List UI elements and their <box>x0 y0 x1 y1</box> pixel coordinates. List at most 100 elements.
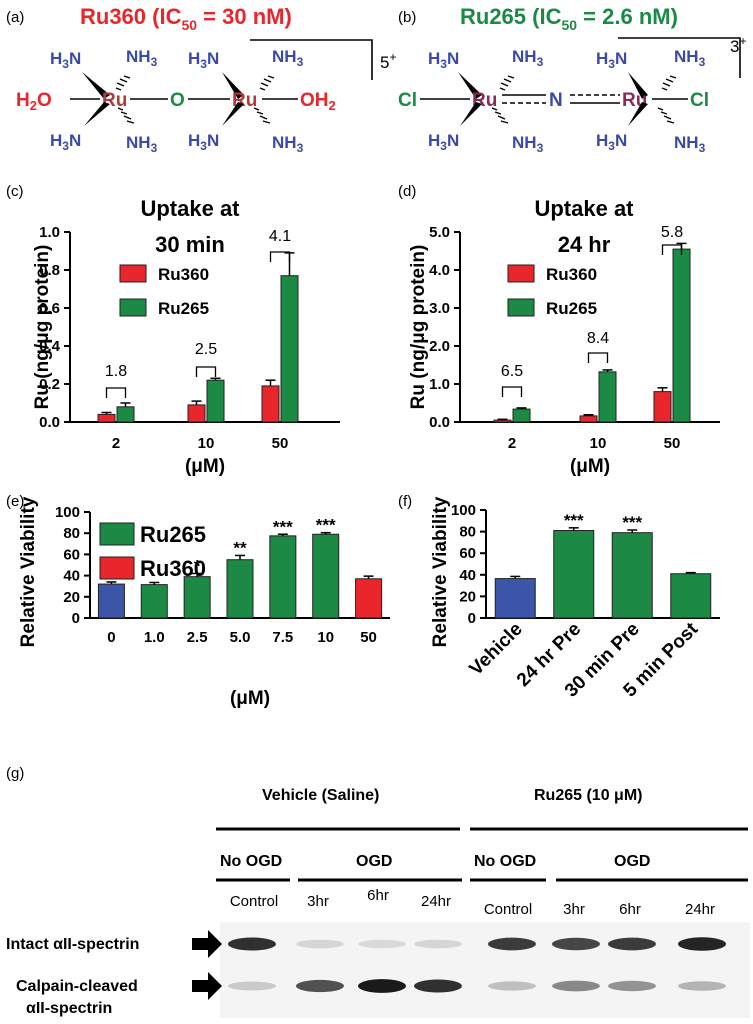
legend-label: Ru265 <box>140 522 206 547</box>
legend-swatch <box>507 298 535 317</box>
panel-b-title: Ru265 (IC50 = 2.6 nM) <box>460 4 678 33</box>
bar <box>672 248 691 423</box>
y-tick-label: 3.0 <box>429 300 450 317</box>
panel-label: (f) <box>398 493 412 510</box>
bar <box>226 559 254 619</box>
x-axis-label: (μM) <box>185 456 225 477</box>
bar <box>355 578 383 619</box>
panel-b: (b) Ru265 (IC50 = 2.6 nM) 3+ H3N NH3 Cl … <box>398 4 746 155</box>
svg-text:NH3: NH3 <box>272 133 304 155</box>
gel-lane-labels: Control 3hr 6hr 24hr Control 3hr 6hr 24hr <box>230 887 715 918</box>
x-tick-label: 2 <box>508 435 516 452</box>
panel-b-cl-right: Cl <box>690 90 709 111</box>
band-cleaved <box>552 980 600 992</box>
panel-label: (e) <box>6 493 24 510</box>
svg-text:NH3: NH3 <box>272 47 304 69</box>
chart-title: 30 min <box>155 232 225 257</box>
panel-b-cl-left: Cl <box>398 90 417 111</box>
ratio-bracket <box>269 251 291 262</box>
lane-label: Control <box>230 893 278 910</box>
legend-swatch <box>119 264 147 283</box>
panel-g: (g) Vehicle (Saline) Ru265 (10 μM) No OG… <box>6 765 750 1018</box>
band-intact <box>358 939 406 949</box>
y-tick-label: 0.8 <box>39 262 60 279</box>
band-cleaved <box>488 981 536 991</box>
svg-text:H3N: H3N <box>428 49 459 71</box>
y-tick-label: 1.0 <box>429 376 450 393</box>
band-intact <box>414 939 462 949</box>
panel-a-h2o: H2O <box>16 90 52 113</box>
panel-a-h3n-top-left: H3N <box>50 49 81 71</box>
y-tick-label: 1.0 <box>39 224 60 241</box>
legend-swatch <box>507 264 535 283</box>
arrow-cleaved-icon <box>192 972 222 1000</box>
y-axis-label: Ru (ng/μg protein) <box>408 245 429 410</box>
bar <box>653 391 672 423</box>
svg-text:NH3: NH3 <box>512 47 544 69</box>
x-tick-label: 0 <box>107 629 115 646</box>
panel-b-charge: 3+ <box>730 34 746 56</box>
ratio-label: 2.5 <box>195 341 217 358</box>
panel-a-oh2: OH2 <box>300 90 336 113</box>
svg-text:NH3: NH3 <box>674 47 706 69</box>
chart-title: Uptake at <box>534 196 634 221</box>
y-tick-label: 20 <box>63 589 80 606</box>
lane-label: 3hr <box>307 893 329 910</box>
ratio-bracket <box>195 366 217 377</box>
band-intact <box>228 937 276 951</box>
significance-label: *** <box>273 517 293 536</box>
legend-label: Ru360 <box>158 265 209 284</box>
panel-a-o: O <box>170 90 185 111</box>
y-tick-label: 0.0 <box>39 414 60 431</box>
chart-d: 0.0 1.0 2.0 3.0 4.0 5.0Ru (ng/μg protein) (μM)… <box>398 183 720 477</box>
x-tick-label: 2 <box>112 435 120 452</box>
legend-label: Ru360 <box>140 556 206 581</box>
legend-swatch <box>99 522 135 546</box>
y-axis-label: Ru (ng/μg protein) <box>32 245 53 410</box>
bar <box>187 404 206 423</box>
y-tick-label: 100 <box>451 502 476 519</box>
ratio-bracket <box>501 386 523 397</box>
lane-label: 24hr <box>421 893 451 910</box>
bar <box>579 415 598 423</box>
panel-g-group-vehicle: Vehicle (Saline) <box>262 787 379 804</box>
ratio-label: 8.4 <box>587 330 609 347</box>
svg-text:H3N: H3N <box>596 131 627 153</box>
y-tick-label: 0.2 <box>39 376 60 393</box>
band-intact <box>678 937 726 951</box>
bar <box>312 533 340 619</box>
bar <box>493 419 512 423</box>
significance-label: *** <box>564 511 584 530</box>
band-cleaved <box>228 981 276 991</box>
x-tick-label: 50 <box>664 435 681 452</box>
lane-label: 24hr <box>685 901 715 918</box>
panel-a-hash <box>115 75 131 91</box>
panel-g-no-ogd-2: No OGD <box>474 853 536 870</box>
x-axis-label: (μM) <box>570 456 610 477</box>
band-cleaved <box>608 980 656 992</box>
ratio-label: 5.8 <box>661 224 683 241</box>
significance-label: * <box>194 556 201 575</box>
band-cleaved <box>358 979 406 993</box>
svg-text:H3N: H3N <box>596 49 627 71</box>
lane-label: 3hr <box>563 901 585 918</box>
y-axis-label: Relative Viability <box>18 496 39 647</box>
legend-label: Ru360 <box>546 265 597 284</box>
panel-a: (a) Ru360 (IC50 = 30 nM) 5+ H3N NH3 H2O … <box>6 4 396 155</box>
panel-label: (c) <box>6 183 24 200</box>
bar <box>598 371 617 423</box>
significance-label: *** <box>316 516 336 535</box>
y-tick-label: 0 <box>72 610 80 627</box>
panel-g-no-ogd-1: No OGD <box>220 853 282 870</box>
bar <box>140 584 168 619</box>
band-intact <box>552 937 600 951</box>
bar <box>97 413 116 423</box>
bar <box>183 576 211 619</box>
lane-label: 6hr <box>367 887 389 904</box>
ratio-label: 4.1 <box>269 228 291 245</box>
chart-c: 0.0 0.2 0.4 0.6 0.8 1.0 Ru (ng/μg protein) (μM)… <box>6 183 340 477</box>
band-intact <box>296 939 344 949</box>
y-axis-label: Relative Viability <box>430 496 451 647</box>
